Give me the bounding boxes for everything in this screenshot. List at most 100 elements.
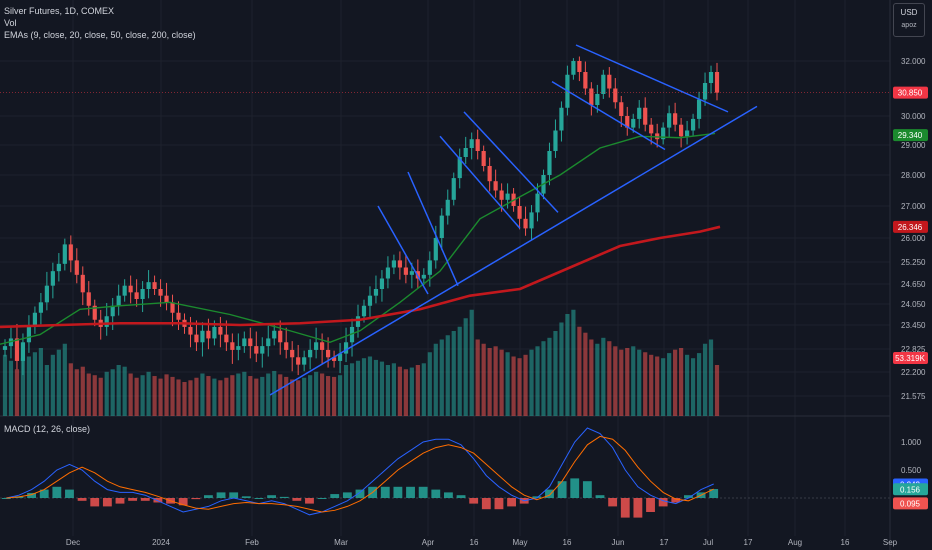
candle-body: [200, 330, 205, 343]
volume-bar: [308, 375, 313, 416]
macd-histogram-bar: [507, 498, 516, 507]
macd-histogram-bar: [481, 498, 491, 510]
macd-histogram-bar: [532, 496, 542, 498]
candle-body: [164, 295, 169, 303]
macd-histogram-bar: [431, 489, 441, 498]
candle-body: [56, 263, 61, 272]
candle-body: [92, 305, 97, 320]
candle-body: [529, 212, 534, 229]
candle-body: [170, 302, 175, 313]
price-tick-label: 25.250: [901, 258, 926, 267]
candle-body: [50, 271, 55, 286]
macd-histogram-bar: [342, 492, 352, 498]
candle-body: [272, 330, 277, 339]
candle-body: [194, 334, 199, 343]
volume-bar: [499, 349, 504, 416]
macd-legend: MACD (12, 26, close): [4, 424, 91, 434]
trendlines: [0, 44, 890, 396]
candle-body: [26, 326, 32, 343]
candle-body: [499, 190, 504, 200]
candle-body: [559, 107, 564, 131]
candle-body: [212, 326, 217, 339]
volume-bar: [170, 376, 175, 416]
price-badge-label: 30.850: [898, 89, 923, 98]
volume-bar: [152, 376, 157, 416]
price-badge-label: 53.319K: [895, 354, 925, 363]
volume-bar: [194, 377, 199, 416]
macd-histogram-bar: [204, 495, 213, 498]
candle-body: [122, 285, 127, 296]
candle-body: [469, 139, 474, 148]
time-tick-label: 16: [470, 538, 479, 547]
volume-bar: [74, 369, 79, 416]
volume-bar: [56, 349, 61, 416]
ema-long-line: [0, 225, 721, 329]
candle-body: [601, 74, 606, 94]
volume-bar: [44, 365, 49, 416]
axes: 32.000 30.000 29.000 28.000 27.000 26.000 25.2…: [66, 0, 926, 550]
ema-lines: [0, 132, 721, 345]
candle-body: [535, 193, 540, 213]
volume-bar: [613, 346, 618, 416]
macd-histogram-bar: [608, 498, 618, 507]
volume-bar: [553, 331, 558, 416]
candle-body: [68, 244, 73, 261]
volume-bar: [331, 376, 337, 416]
trendline-channel-5: [551, 80, 666, 151]
trendline-support: [269, 105, 758, 396]
volume-bar: [158, 378, 163, 416]
candle-body: [463, 148, 468, 157]
candle-body: [403, 267, 408, 275]
volume-bar: [254, 378, 259, 416]
trendline-channel-1: [377, 205, 429, 295]
candle-body: [439, 215, 444, 238]
volume-bar: [278, 374, 283, 416]
time-tick-label: Apr: [422, 538, 435, 547]
volume-bar: [541, 341, 546, 416]
volume-bar: [619, 349, 624, 416]
volume-bar: [667, 353, 672, 416]
candle-body: [517, 206, 522, 219]
candle-body: [379, 278, 385, 289]
volume-bar: [320, 373, 325, 416]
volume-bar: [373, 359, 379, 416]
candle-body: [355, 316, 361, 327]
volume-bar: [714, 365, 720, 416]
volume-bar: [188, 380, 193, 416]
volume-bar: [481, 343, 486, 416]
volume-bar: [349, 363, 355, 416]
volume-bar: [469, 309, 474, 416]
volume-bar: [224, 377, 229, 416]
volume-bar: [451, 331, 456, 416]
volume-bar: [547, 337, 552, 416]
candle-body: [86, 292, 91, 306]
volume-bar: [361, 358, 367, 416]
volume-bar: [601, 337, 606, 416]
candle-body: [104, 316, 109, 327]
candle-body: [577, 61, 582, 72]
volume-bar: [230, 375, 235, 416]
volume-bar: [487, 348, 492, 416]
currency-selector[interactable]: USD apoz: [893, 3, 925, 37]
candle-body: [302, 357, 307, 365]
candle-body: [361, 305, 367, 317]
trendline-channel-4: [463, 111, 559, 213]
macd-badge-label: 0.156: [900, 485, 921, 494]
volume-bar: [607, 341, 612, 416]
macd-histogram-bar: [178, 498, 188, 506]
candle-body: [571, 61, 576, 75]
volume-bar: [577, 326, 582, 416]
candle-body: [343, 342, 349, 354]
candle-body: [673, 113, 678, 125]
volume-bar: [20, 358, 26, 416]
volume-bar: [439, 339, 444, 416]
time-tick-label: Mar: [334, 538, 348, 547]
volume-bar: [595, 343, 600, 416]
volume-bar: [260, 376, 265, 416]
vol-label: Vol: [4, 18, 17, 28]
volume-bar: [122, 366, 127, 416]
candle-body: [134, 292, 139, 299]
candle-body: [146, 282, 151, 289]
